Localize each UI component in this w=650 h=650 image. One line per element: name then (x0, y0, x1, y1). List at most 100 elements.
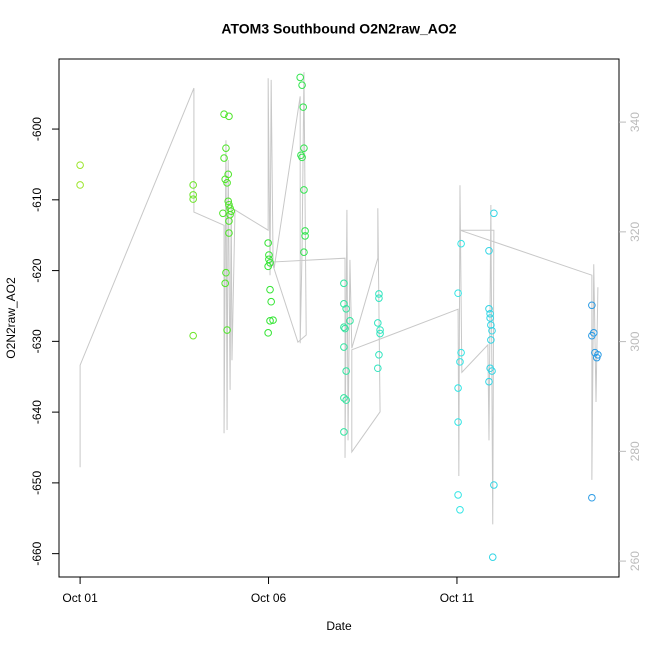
point (225, 229, 233, 237)
point (376, 329, 384, 338)
point (488, 367, 496, 375)
point (264, 329, 272, 337)
point (189, 331, 197, 340)
point (490, 481, 498, 489)
x-tick-label: Oct 01 (62, 591, 98, 605)
y2-tick-label: 320 (628, 222, 642, 242)
point (486, 314, 494, 322)
y-tick-label: -660 (30, 541, 44, 565)
point (342, 396, 350, 404)
point (374, 319, 382, 327)
point (592, 353, 601, 362)
point (485, 246, 493, 255)
point (588, 331, 596, 340)
point (220, 110, 228, 118)
point (227, 207, 236, 215)
point (224, 197, 233, 206)
point (588, 493, 596, 502)
point (342, 305, 350, 313)
point (221, 279, 229, 288)
point (454, 491, 462, 499)
x-tick-label: Oct 06 (251, 591, 287, 605)
point (225, 217, 233, 225)
point (266, 317, 274, 325)
point (300, 186, 308, 194)
point (266, 285, 274, 294)
point (264, 262, 272, 271)
point (266, 259, 274, 267)
point (487, 321, 495, 329)
point (189, 191, 197, 199)
point (486, 309, 494, 318)
point (76, 181, 84, 189)
point (454, 384, 462, 392)
point (485, 305, 493, 313)
point (189, 195, 197, 203)
point (298, 153, 306, 162)
point (265, 251, 273, 259)
point (264, 239, 272, 247)
line (79, 72, 599, 525)
point (301, 232, 309, 240)
point (375, 290, 383, 298)
point (298, 81, 306, 89)
point (487, 336, 495, 344)
point (299, 103, 307, 111)
point (222, 144, 230, 152)
point (221, 175, 229, 184)
point (219, 209, 227, 218)
point (488, 326, 496, 335)
point (269, 316, 277, 324)
y-tick-label: -620 (30, 258, 44, 282)
y2-tick-label: 280 (628, 441, 642, 461)
y2-tick-label: 340 (628, 112, 642, 132)
point (220, 154, 228, 162)
y-tick-label: -640 (30, 400, 44, 424)
point (225, 200, 233, 209)
point (222, 268, 230, 277)
point (223, 326, 231, 334)
plot-frame (58, 58, 620, 578)
point (488, 553, 497, 561)
point (189, 181, 197, 189)
point (456, 358, 464, 366)
x-tick-label: Oct 11 (440, 591, 475, 605)
point (342, 367, 350, 375)
y-tick-label: -630 (30, 329, 44, 353)
point (454, 289, 462, 298)
point (300, 248, 308, 256)
point (225, 112, 233, 121)
point (375, 350, 383, 359)
point (340, 323, 348, 331)
point (296, 73, 304, 82)
point (457, 239, 465, 248)
point (300, 144, 308, 152)
point (265, 255, 273, 264)
point (301, 227, 309, 235)
point (340, 428, 348, 436)
point (454, 418, 462, 426)
point (375, 294, 383, 302)
point (223, 179, 231, 187)
point (346, 317, 354, 325)
point (340, 343, 348, 351)
x-axis-label: Date (326, 619, 352, 633)
point (340, 300, 348, 308)
point (456, 505, 464, 514)
point (376, 326, 384, 334)
point (457, 348, 465, 357)
y-tick-label: -610 (30, 187, 44, 211)
point (374, 364, 382, 373)
point (340, 279, 348, 288)
y2-tick-label: 300 (628, 331, 642, 351)
y-tick-label: -600 (30, 117, 44, 141)
y-axis-label: O2N2raw_AO2 (4, 277, 18, 359)
point (588, 301, 596, 310)
point (340, 394, 348, 402)
y2-tick-label: 260 (628, 551, 642, 571)
point (341, 324, 349, 333)
point (485, 377, 493, 386)
point (267, 297, 275, 306)
